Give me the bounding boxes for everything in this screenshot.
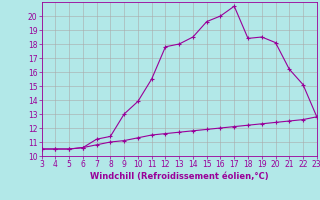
X-axis label: Windchill (Refroidissement éolien,°C): Windchill (Refroidissement éolien,°C)	[90, 172, 268, 181]
